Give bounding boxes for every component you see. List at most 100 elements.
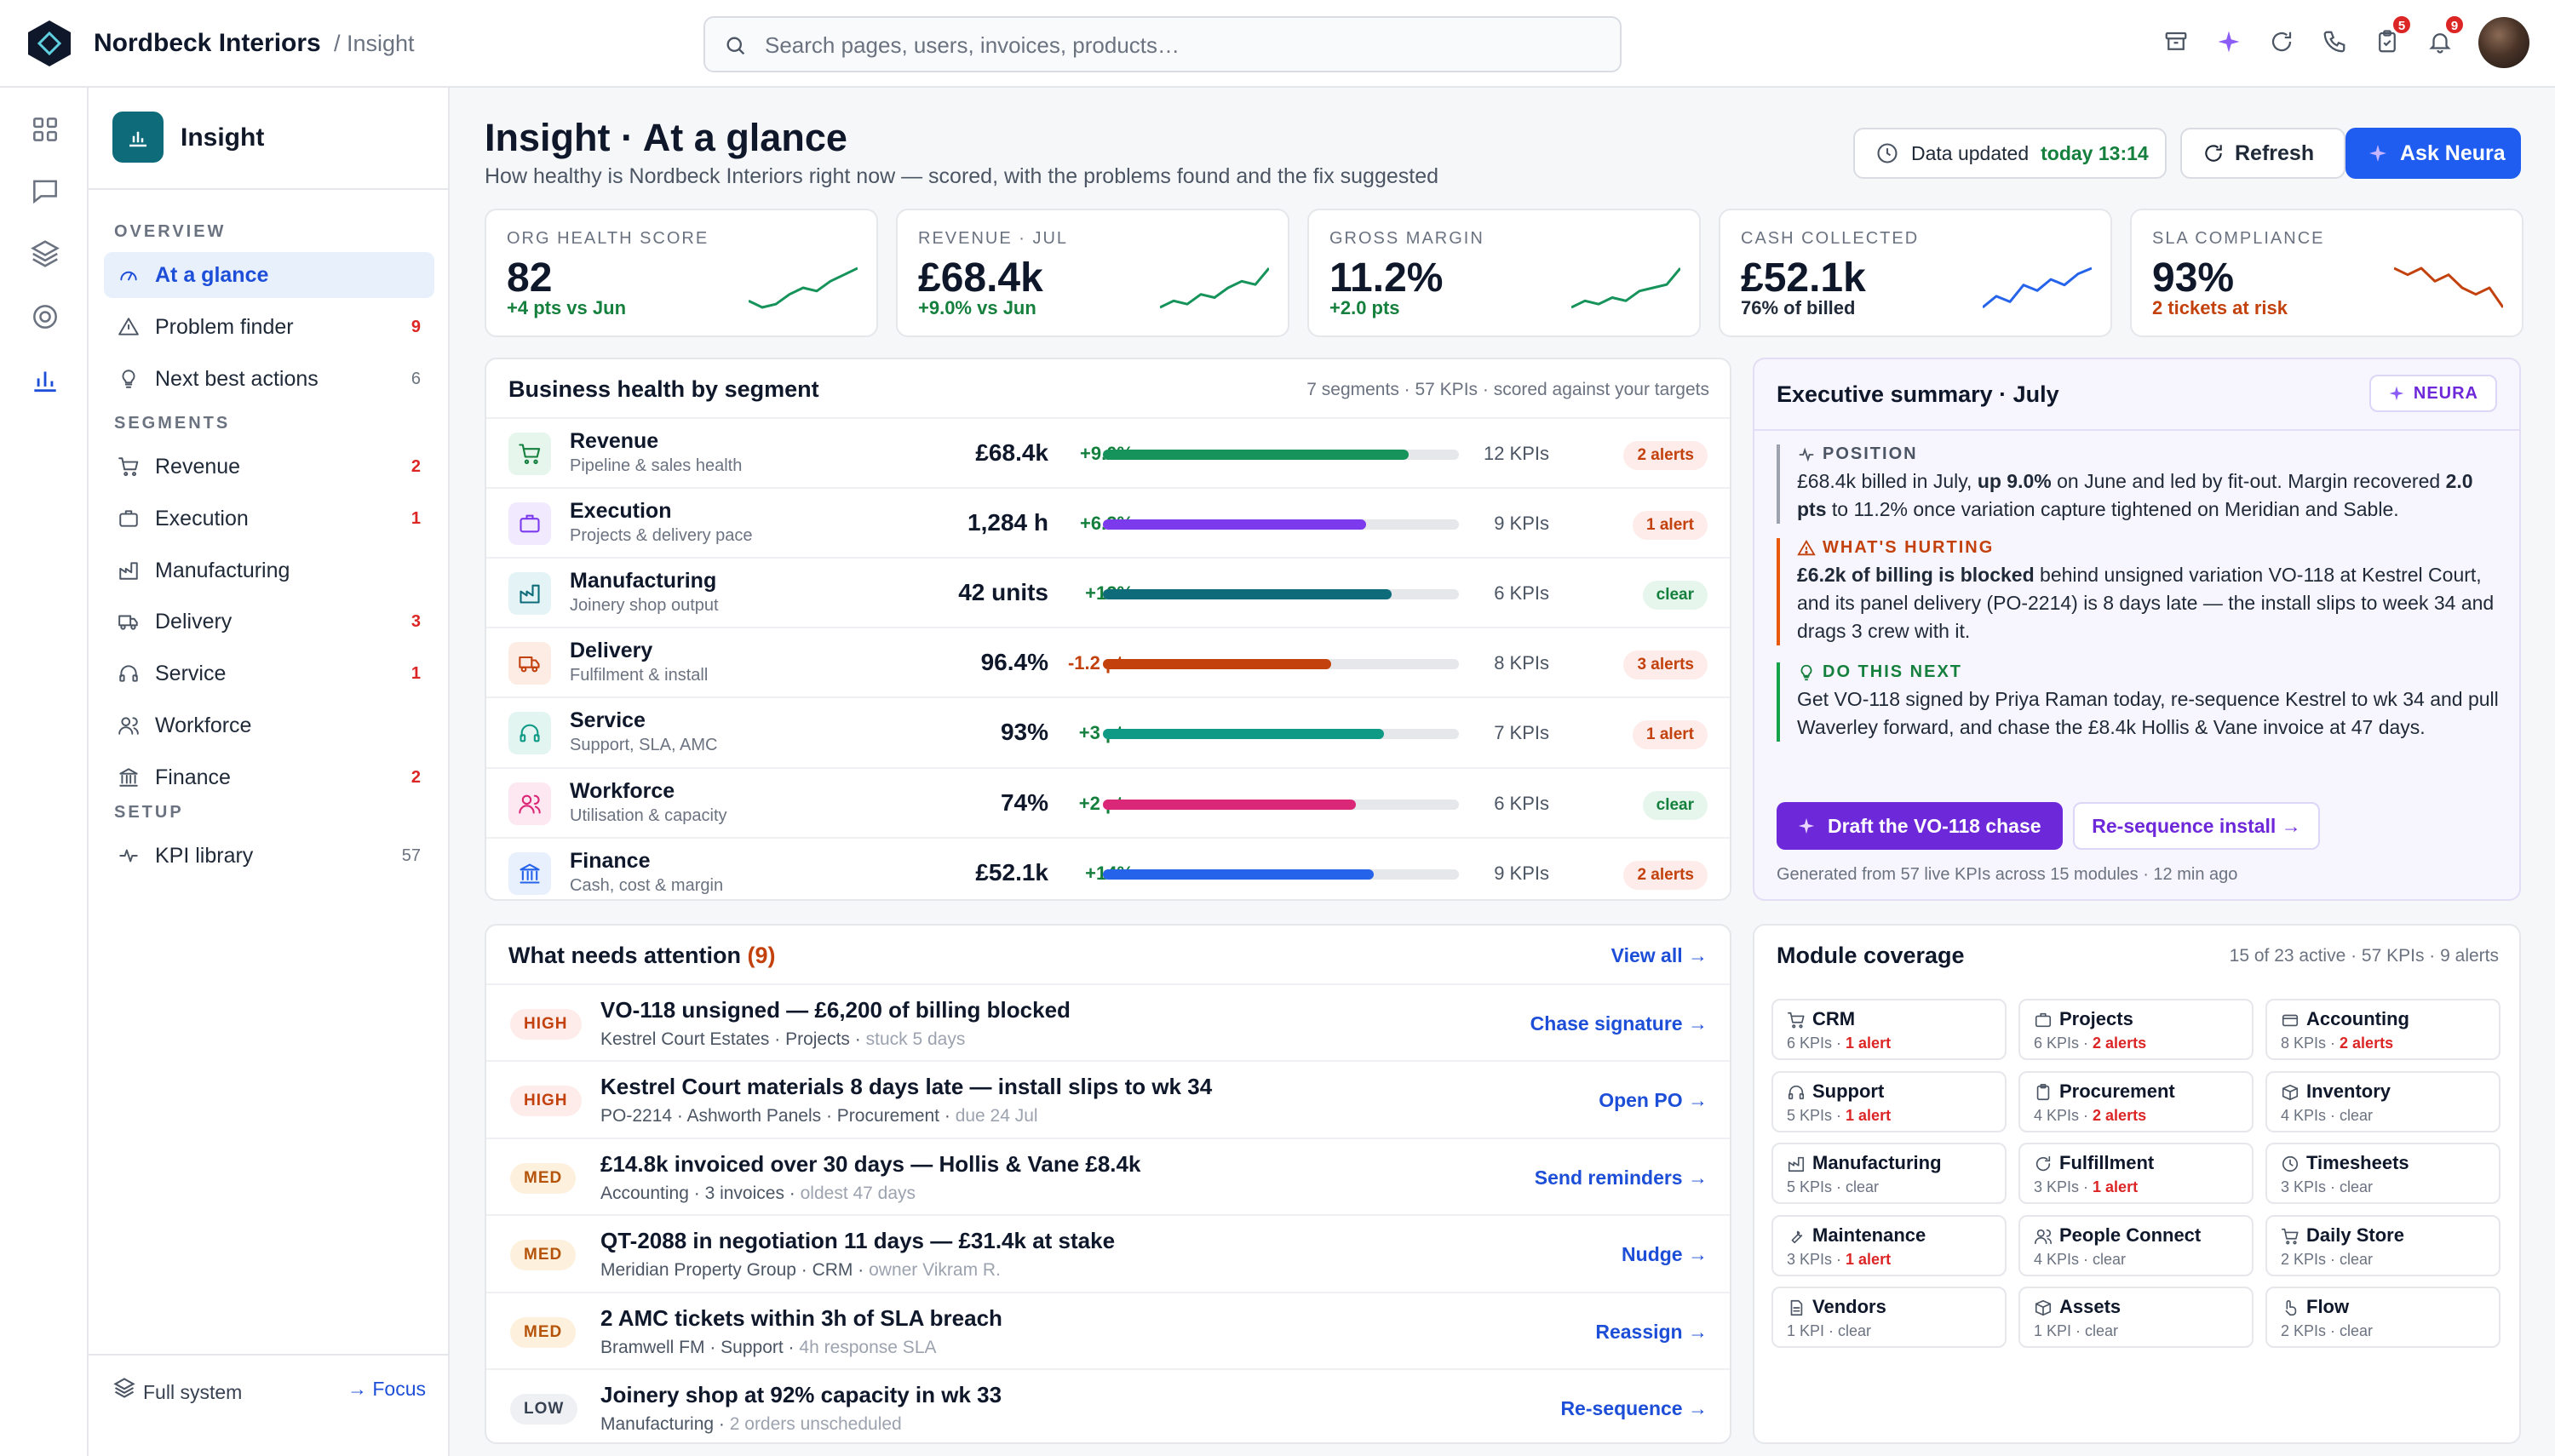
module-tile-maintenance[interactable]: Maintenance 3 KPIs · 1 alert xyxy=(1771,1214,2007,1276)
attention-row-age: stuck 5 days xyxy=(865,1029,966,1049)
attention-row[interactable]: HIGH VO-118 unsigned — £6,200 of billing … xyxy=(486,983,1730,1060)
module-alert-count: 2 alerts xyxy=(2093,1106,2147,1124)
attention-row-action[interactable]: Nudge → xyxy=(1622,1243,1708,1266)
module-tile-crm[interactable]: CRM 6 KPIs · 1 alert xyxy=(1771,999,2007,1060)
sidebar-item-kpi-library[interactable]: KPI library 57 xyxy=(104,833,434,879)
segment-row-delivery[interactable]: Delivery Fulfilment & install 96.4% -1.2 pt… xyxy=(486,627,1730,696)
attention-row-action[interactable]: Send reminders → xyxy=(1534,1166,1708,1189)
sidebar-item-revenue[interactable]: Revenue 2 xyxy=(104,444,434,490)
full-system-toggle[interactable]: Full system xyxy=(143,1381,243,1403)
module-tile-assets[interactable]: Assets 1 KPI · clear xyxy=(2018,1287,2254,1348)
attention-row[interactable]: MED 2 AMC tickets within 3h of SLA breach… xyxy=(486,1291,1730,1368)
kpi-card-sla-compliance[interactable]: SLA COMPLIANCE 93% 2 tickets at risk xyxy=(2130,209,2523,337)
module-name: Procurement xyxy=(2059,1080,2175,1102)
sidebar-item-next-best-actions[interactable]: Next best actions 6 xyxy=(104,356,434,402)
module-tile-accounting[interactable]: Accounting 8 KPIs · 2 alerts xyxy=(2265,999,2500,1060)
module-tile-inventory[interactable]: Inventory 4 KPIs · clear xyxy=(2265,1070,2500,1132)
sidebar-item-label: Next best actions xyxy=(155,366,319,391)
module-tile-procurement[interactable]: Procurement 4 KPIs · 2 alerts xyxy=(2018,1070,2254,1132)
kpi-card-cash-collected[interactable]: CASH COLLECTED £52.1k 76% of billed xyxy=(1719,209,2112,337)
sidebar-item-finance[interactable]: Finance 2 xyxy=(104,754,434,800)
segment-kpi-count: 9 KPIs xyxy=(1494,862,1549,884)
sidebar-item-execution[interactable]: Execution 1 xyxy=(104,496,434,542)
module-tile-fulfillment[interactable]: Fulfillment 3 KPIs · 1 alert xyxy=(2018,1143,2254,1204)
sidebar-item-label: Revenue xyxy=(155,455,241,479)
tasks-icon[interactable] xyxy=(2373,27,2402,56)
archive-icon[interactable] xyxy=(2162,27,2190,56)
segment-status-badge[interactable]: 2 alerts xyxy=(1623,860,1708,890)
module-tile-manufacturing[interactable]: Manufacturing 5 KPIs · clear xyxy=(1771,1143,2007,1204)
module-tile-support[interactable]: Support 5 KPIs · 1 alert xyxy=(1771,1070,2007,1132)
sidebar-item-at-a-glance[interactable]: At a glance xyxy=(104,252,434,298)
headset-icon xyxy=(1787,1083,1806,1102)
focus-toggle[interactable]: → Focus xyxy=(347,1378,426,1400)
sidebar-item-service[interactable]: Service 1 xyxy=(104,651,434,696)
attention-row-action[interactable]: Chase signature → xyxy=(1530,1012,1708,1035)
ask-neura-button[interactable]: Ask Neura xyxy=(2345,128,2521,179)
segment-row-manufacturing[interactable]: Manufacturing Joinery shop output 42 units… xyxy=(486,557,1730,627)
attention-row[interactable]: MED £14.8k invoiced over 30 days — Hollis… xyxy=(486,1137,1730,1214)
segment-status-badge[interactable]: clear xyxy=(1642,581,1708,610)
target-icon[interactable] xyxy=(29,301,61,333)
sidebar-item-delivery[interactable]: Delivery 3 xyxy=(104,599,434,645)
sparkle-icon xyxy=(2368,143,2388,163)
resequence-install-button[interactable]: Re-sequence install → xyxy=(2073,802,2320,850)
segment-subtitle: Cash, cost & margin xyxy=(570,875,724,895)
search-input[interactable] xyxy=(765,30,1599,60)
segment-status-badge[interactable]: 1 alert xyxy=(1633,511,1708,541)
company-logo-icon[interactable] xyxy=(26,19,73,68)
segment-status-badge[interactable]: clear xyxy=(1642,790,1708,820)
bar-chart-icon[interactable] xyxy=(29,364,61,396)
bell-icon[interactable] xyxy=(2426,27,2455,56)
kpi-delta: 2 tickets at risk xyxy=(2152,297,2288,318)
segment-progress-fill xyxy=(1103,799,1356,810)
grid-icon[interactable] xyxy=(29,113,61,146)
brand-name[interactable]: Nordbeck Interiors xyxy=(94,29,321,57)
segment-row-execution[interactable]: Execution Projects & delivery pace 1,284 h… xyxy=(486,487,1730,557)
warning-icon xyxy=(1797,539,1816,558)
kpi-card-org-health-score[interactable]: ORG HEALTH SCORE 82 +4 pts vs Jun xyxy=(485,209,878,337)
module-tile-daily-store[interactable]: Daily Store 2 KPIs · clear xyxy=(2265,1214,2500,1276)
kpi-card-gross-margin[interactable]: GROSS MARGIN 11.2% +2.0 pts xyxy=(1307,209,1701,337)
module-tile-timesheets[interactable]: Timesheets 3 KPIs · clear xyxy=(2265,1143,2500,1204)
sidebar-item-problem-finder[interactable]: Problem finder 9 xyxy=(104,304,434,350)
summary-footnote: Generated from 57 live KPIs across 15 mo… xyxy=(1777,865,2238,884)
sidebar-item-workforce[interactable]: Workforce xyxy=(104,702,434,748)
view-all-link[interactable]: View all → xyxy=(1611,944,1708,966)
attention-row[interactable]: LOW Joinery shop at 92% capacity in wk 33… xyxy=(486,1368,1730,1445)
global-search[interactable] xyxy=(703,16,1622,72)
segment-status-badge[interactable]: 1 alert xyxy=(1633,720,1708,750)
sparkle-icon[interactable] xyxy=(2214,27,2243,56)
attention-row-action[interactable]: Open PO → xyxy=(1599,1089,1708,1112)
segment-progress-track xyxy=(1103,729,1459,740)
chat-icon[interactable] xyxy=(29,175,61,207)
sidebar-item-manufacturing[interactable]: Manufacturing xyxy=(104,547,434,593)
attention-row[interactable]: HIGH Kestrel Court materials 8 days late … xyxy=(486,1060,1730,1137)
module-tile-projects[interactable]: Projects 6 KPIs · 2 alerts xyxy=(2018,999,2254,1060)
module-tile-people-connect[interactable]: People Connect 4 KPIs · clear xyxy=(2018,1214,2254,1276)
cycle-icon xyxy=(2034,1155,2053,1173)
user-avatar[interactable] xyxy=(2478,17,2529,68)
module-alert-count: 2 alerts xyxy=(2340,1035,2394,1052)
refresh-button[interactable]: Refresh xyxy=(2180,128,2345,179)
kpi-card-revenue-jul[interactable]: REVENUE · JUL £68.4k +9.0% vs Jun xyxy=(896,209,1289,337)
segment-status-badge[interactable]: 2 alerts xyxy=(1623,441,1708,470)
segment-kpi-count: 9 KPIs xyxy=(1494,513,1549,535)
module-name: Support xyxy=(1812,1080,1885,1102)
segment-subtitle: Support, SLA, AMC xyxy=(570,736,718,755)
attention-row-action[interactable]: Re-sequence → xyxy=(1560,1397,1708,1419)
layers-icon[interactable] xyxy=(29,238,61,270)
module-tile-vendors[interactable]: Vendors 1 KPI · clear xyxy=(1771,1287,2007,1348)
segment-status-badge[interactable]: 3 alerts xyxy=(1623,651,1708,680)
attention-row-action[interactable]: Reassign → xyxy=(1595,1320,1708,1343)
module-tile-flow[interactable]: Flow 2 KPIs · clear xyxy=(2265,1287,2500,1348)
phone-icon[interactable] xyxy=(2320,27,2349,56)
refresh-icon[interactable] xyxy=(2267,27,2296,56)
draft-chase-button[interactable]: Draft the VO-118 chase xyxy=(1777,802,2063,850)
attention-row[interactable]: MED QT-2088 in negotiation 11 days — £31.… xyxy=(486,1214,1730,1291)
module-clear-status: clear xyxy=(2340,1178,2374,1195)
